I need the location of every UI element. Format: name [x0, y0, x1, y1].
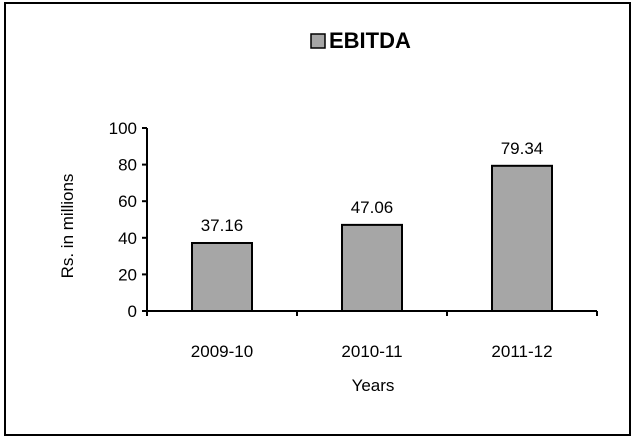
labels: 0 20 40 60 80 100 37.16 2009-10 47.06 2010-11 79.3… [109, 119, 553, 361]
y-tick-label: 40 [118, 229, 137, 248]
y-tick-label: 0 [128, 302, 137, 321]
x-tick-label-2009-10: 2009-10 [191, 342, 253, 361]
x-tick-label-2010-11: 2010-11 [341, 342, 402, 361]
bar-2011-12 [491, 164, 553, 312]
bars [191, 164, 553, 312]
y-axis-title: Rs. in millions [58, 174, 77, 279]
data-label-2010-11: 47.06 [351, 198, 394, 217]
legend: EBITDA [310, 28, 411, 53]
legend-label: EBITDA [329, 28, 411, 53]
bar-2009-10 [191, 241, 253, 312]
bar-2010-11 [341, 223, 403, 312]
data-label-2009-10: 37.16 [201, 216, 244, 235]
y-tick-label: 20 [118, 265, 137, 284]
y-tick-label: 80 [118, 156, 137, 175]
x-axis-title: Years [352, 376, 395, 395]
y-tick-label: 100 [109, 119, 137, 138]
data-label-2011-12: 79.34 [501, 139, 544, 158]
y-tick-label: 60 [118, 192, 137, 211]
legend-swatch [310, 33, 326, 49]
x-tick-label-2011-12: 2011-12 [491, 342, 552, 361]
